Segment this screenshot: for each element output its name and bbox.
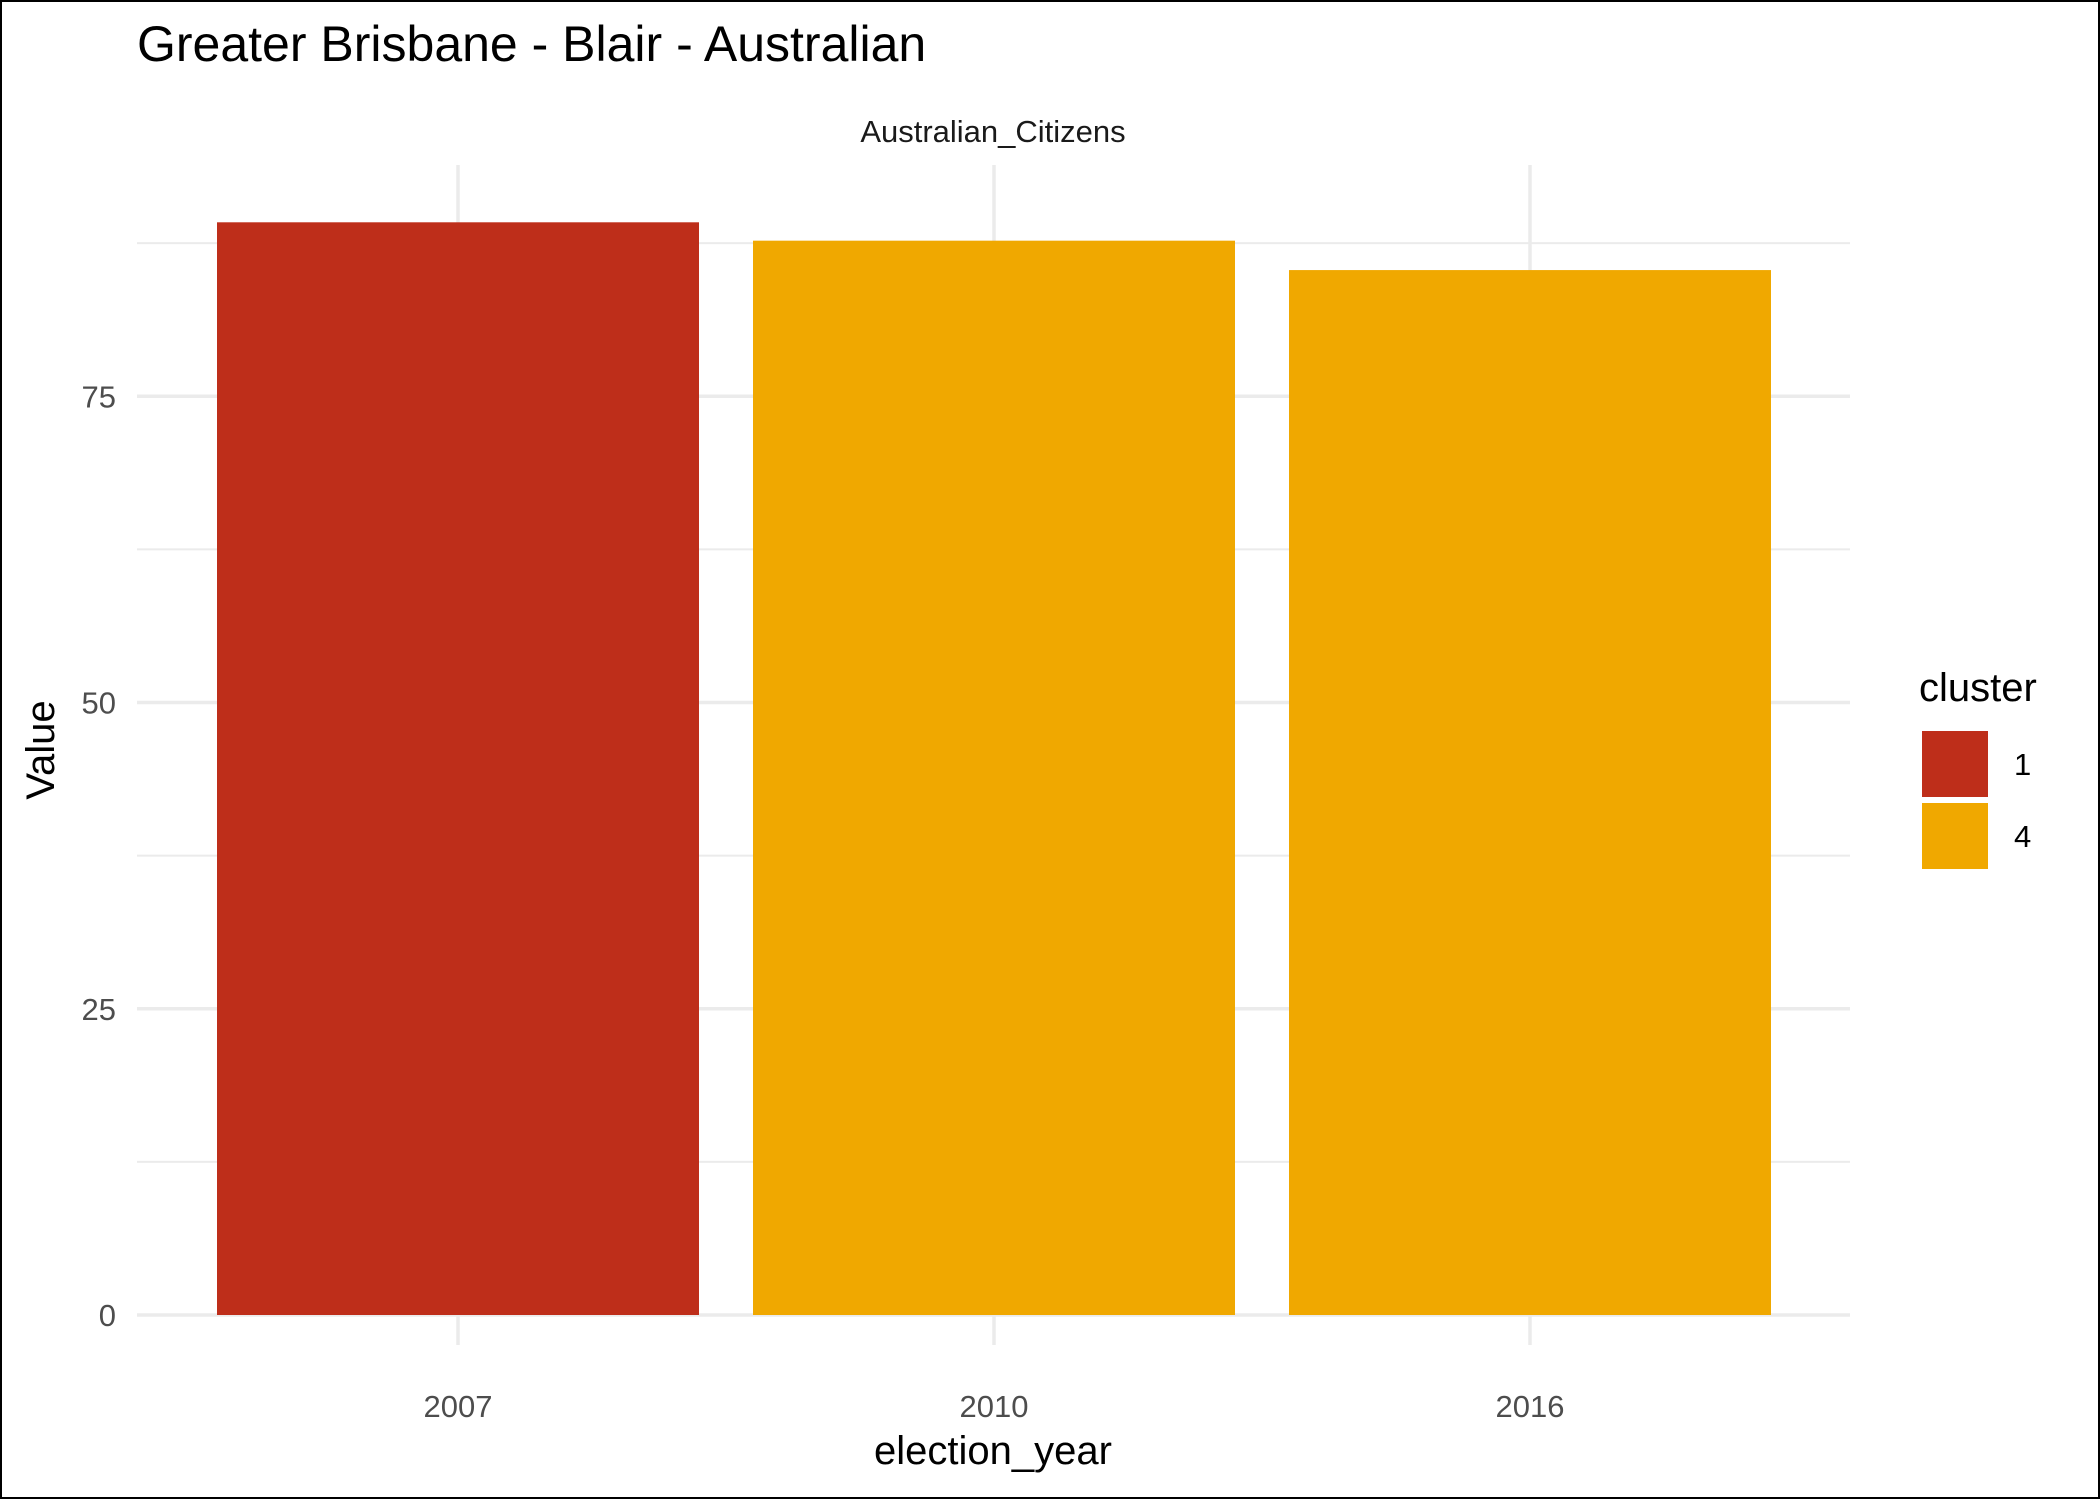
facet-label: Australian_Citizens [860,114,1125,149]
y-tick-label: 0 [99,1298,116,1333]
legend-entries: 14 [1922,731,2031,869]
y-axis-ticks: 0 25 50 75 [82,379,116,1333]
legend-title: cluster [1919,666,2037,710]
y-tick-label: 75 [82,379,116,414]
legend-label-4: 4 [2014,819,2031,854]
chart-title: Greater Brisbane - Blair - Australian [137,16,926,72]
bars [217,222,1771,1316]
legend-swatch-4 [1922,803,1988,869]
x-tick-label: 2010 [960,1389,1029,1424]
x-axis-title: election_year [874,1429,1112,1473]
x-tick-label: 2016 [1496,1389,1565,1424]
legend: cluster 14 [1919,666,2037,869]
y-tick-label: 25 [82,992,116,1027]
y-axis-title: Value [19,700,63,799]
bar-2010 [753,240,1235,1315]
x-tick-label: 2007 [424,1389,493,1424]
x-axis-ticks: 2007 2010 2016 [424,1389,1565,1424]
y-tick-label: 50 [82,686,116,721]
legend-swatch-1 [1922,731,1988,797]
legend-label-1: 1 [2014,747,2031,782]
bar-2016 [1289,270,1771,1316]
bar-2007 [217,222,699,1315]
